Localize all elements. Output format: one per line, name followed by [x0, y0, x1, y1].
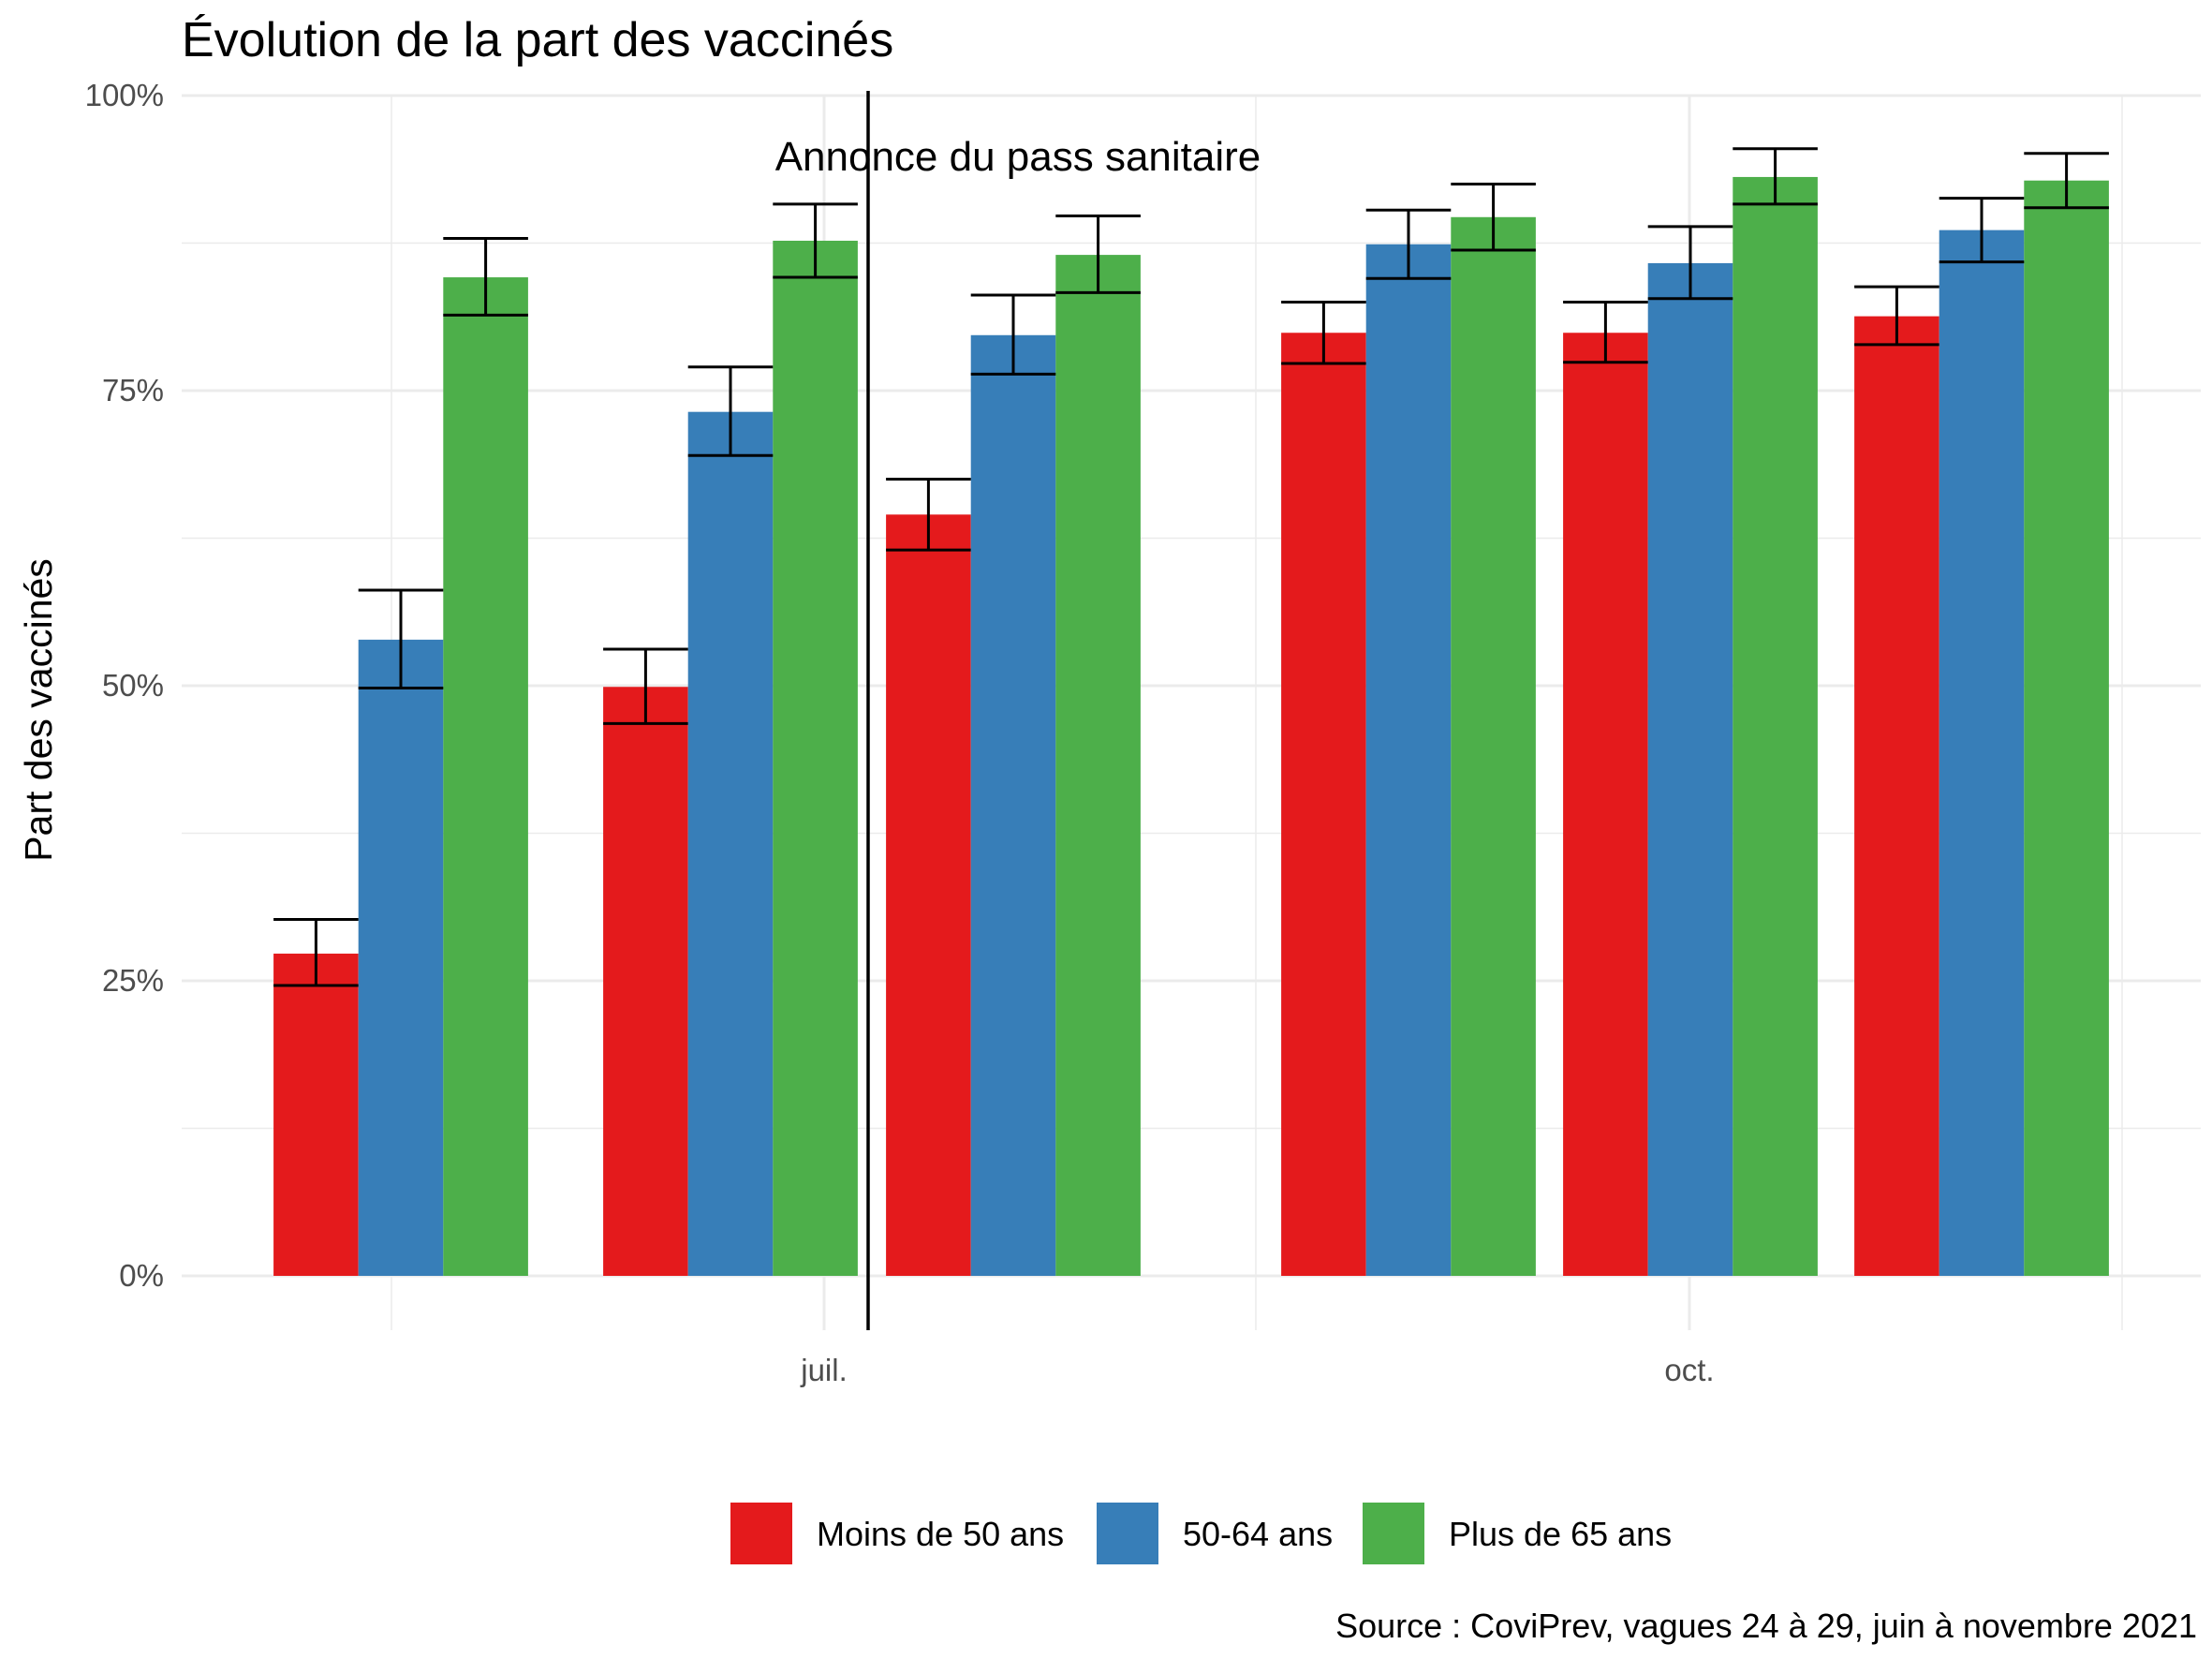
legend-key	[730, 1503, 792, 1564]
y-tick-label: 25%	[102, 963, 164, 998]
y-tick-label: 75%	[102, 373, 164, 407]
error-bars	[273, 147, 2109, 987]
bar	[1055, 255, 1141, 1277]
bar	[1647, 262, 1733, 1276]
legend-label: Plus de 65 ans	[1449, 1515, 1672, 1553]
x-ticks: juil. oct.	[800, 1353, 1714, 1387]
y-tick-label: 50%	[102, 668, 164, 703]
legend-key	[1097, 1503, 1158, 1564]
bar	[886, 514, 971, 1276]
y-tick-label: 0%	[119, 1258, 164, 1293]
x-tick-label: juil.	[800, 1353, 848, 1387]
bar	[1939, 230, 2025, 1276]
bars	[273, 176, 2109, 1277]
bar	[1451, 216, 1536, 1276]
bar	[773, 240, 858, 1277]
legend-key	[1363, 1503, 1424, 1564]
bar	[443, 277, 528, 1276]
y-ticks: 0% 25% 50% 75% 100%	[85, 78, 164, 1293]
bar	[603, 687, 688, 1276]
bar	[273, 954, 359, 1276]
bar	[1854, 316, 1939, 1276]
bar	[1365, 244, 1452, 1276]
bar	[970, 334, 1056, 1276]
caption-source: Source : CoviPrev, vagues 24 à 29, juin …	[1335, 1607, 2197, 1645]
legend: Moins de 50 ans 50-64 ans Plus de 65 ans	[730, 1503, 1672, 1564]
bar	[1733, 176, 1818, 1277]
bar	[1281, 333, 1366, 1276]
bar	[358, 639, 444, 1276]
y-tick-label: 100%	[85, 78, 164, 112]
chart-title: Évolution de la part des vaccinés	[182, 13, 893, 67]
x-tick-label: oct.	[1664, 1353, 1714, 1387]
y-axis-label: Part des vaccinés	[17, 558, 60, 862]
bar	[2024, 180, 2109, 1277]
annotation-pass-sanitaire: Annonce du pass sanitaire	[775, 134, 1261, 180]
bar	[687, 411, 774, 1276]
legend-label: Moins de 50 ans	[817, 1515, 1064, 1553]
bar	[1563, 333, 1648, 1276]
legend-label: 50-64 ans	[1183, 1515, 1333, 1553]
